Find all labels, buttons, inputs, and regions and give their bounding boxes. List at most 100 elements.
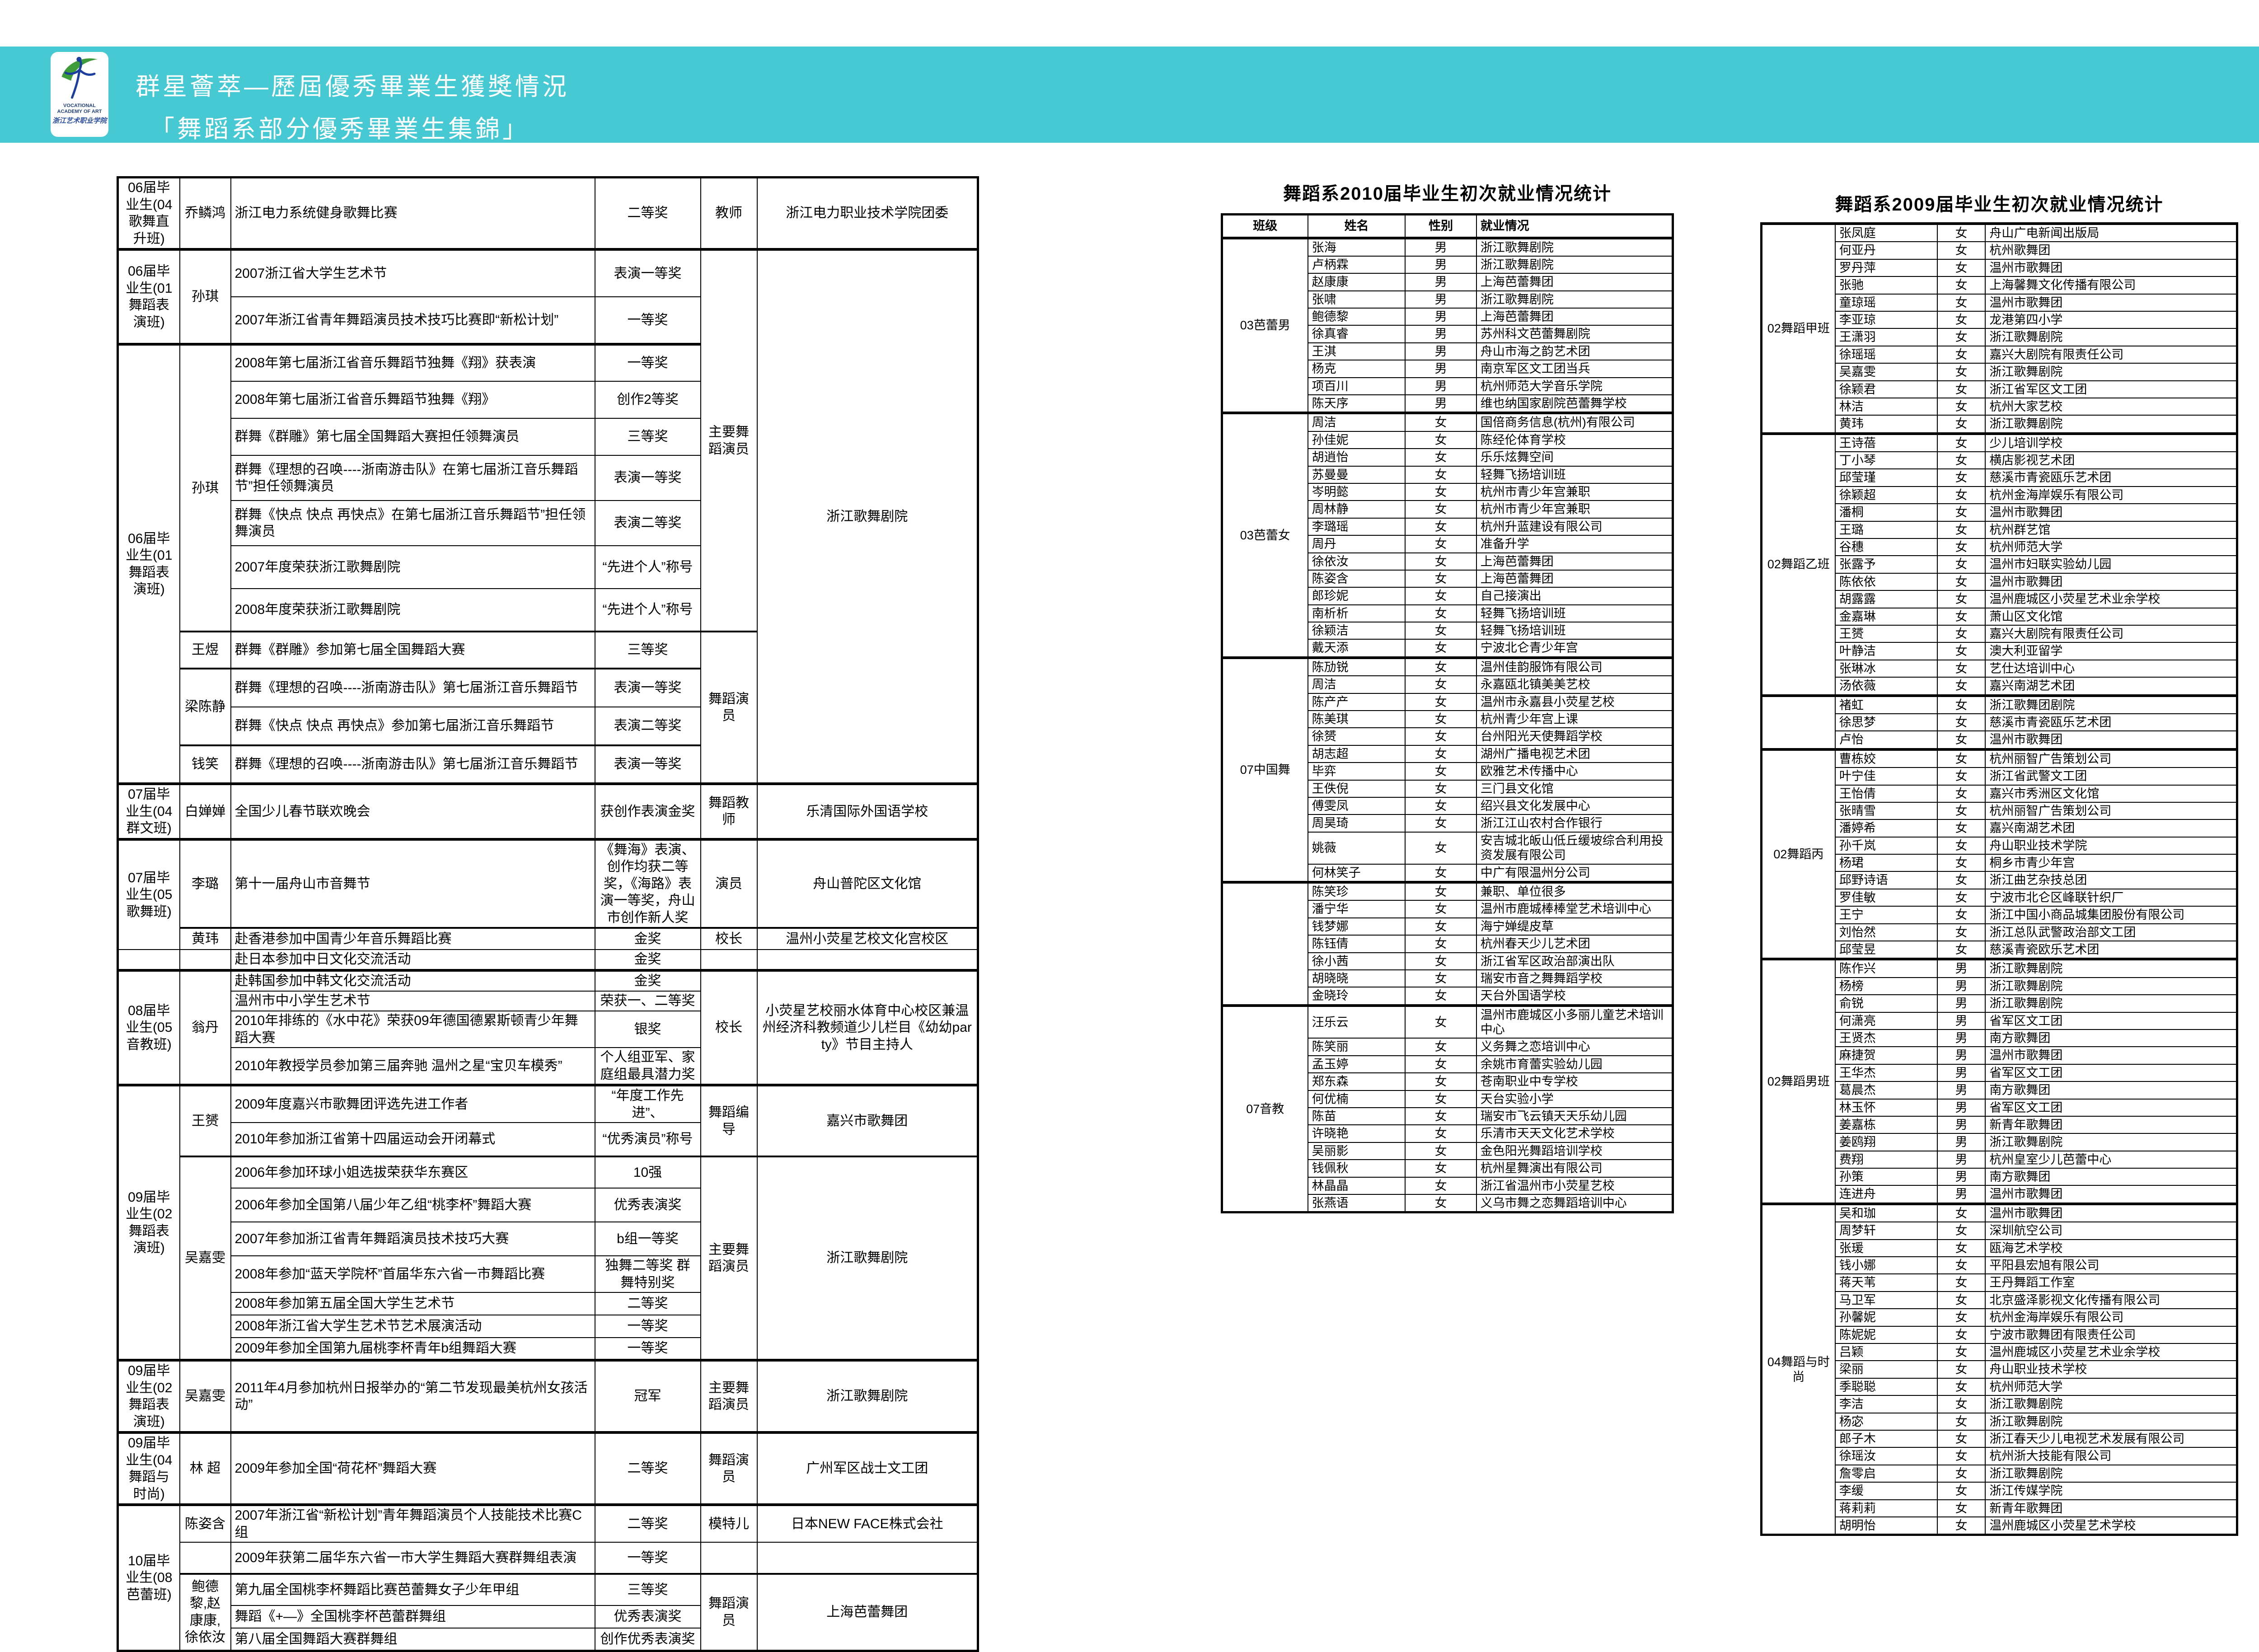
award-cell: 二等奖	[594, 1431, 701, 1505]
achievement-cell: 群舞《快点 快点 再快点》参加第七届浙江音乐舞蹈节	[230, 707, 595, 746]
student-employment-cell: 浙江省军区文工团	[1985, 380, 2238, 398]
student-row: 马卫军女北京盛泽影视文化传播有限公司	[1762, 1291, 2238, 1310]
student-employment-cell: 义乌市舞之恋舞蹈培训中心	[1476, 1193, 1673, 1213]
student-sex-cell: 女	[1405, 431, 1477, 449]
student-employment-cell: 少儿培训学校	[1985, 432, 2238, 453]
student-employment-cell: 浙江歌舞剧院	[1985, 1412, 2238, 1431]
student-row: 卢怡女温州市歌舞团	[1762, 730, 2238, 750]
student-employment-cell: 宁波市歌舞团有限责任公司	[1985, 1325, 2238, 1344]
student-row: 张燕语女义乌市舞之恋舞蹈培训中心	[1222, 1193, 1673, 1213]
student-row: 王佚倪女三门县文化馆	[1222, 779, 1673, 798]
awards-table: 06届毕业生(04歌舞直升班) 乔鳞鸿 浙江电力系统健身歌舞比赛 二等奖 教师 浙江电力职…	[117, 176, 979, 1652]
student-employment-cell: 宁波市北仑区峰联针织厂	[1985, 888, 2238, 907]
student-name-cell: 傅雯凤	[1307, 796, 1406, 815]
name-cell: 孙琪	[179, 343, 231, 632]
student-sex-cell: 女	[1405, 1193, 1477, 1213]
student-name-cell: 王赟	[1834, 624, 1938, 643]
student-name-cell: 麻捷贺	[1834, 1046, 1938, 1065]
role-cell: 舞蹈教师	[700, 782, 758, 840]
student-employment-cell: 宁波北仑青少年宫	[1476, 639, 1673, 658]
name-cell	[179, 1542, 231, 1574]
student-row: 何优楠女天台实验小学	[1222, 1090, 1673, 1109]
student-row: 罗丹萍女温州市歌舞团	[1762, 258, 2238, 277]
student-employment-cell: 浙江歌舞剧院	[1985, 1464, 2238, 1483]
name-cell	[179, 949, 231, 971]
student-employment-cell: 陈经伦体育学校	[1476, 431, 1673, 449]
student-employment-cell: 浙江曲艺杂技总团	[1985, 871, 2238, 889]
student-row: 陈苗女瑞安市飞云镇天天乐幼儿园	[1222, 1107, 1673, 1126]
student-row: 周林静女杭州市青少年宫兼职	[1222, 500, 1673, 519]
student-employment-cell: 杭州浙大技能有限公司	[1985, 1447, 2238, 1465]
class-group-cell	[1761, 694, 1836, 750]
student-employment-cell: 浙江歌舞剧院	[1476, 236, 1673, 257]
student-sex-cell: 女	[1405, 517, 1477, 536]
class-cell: 09届毕业生(02舞蹈表演班)	[117, 1359, 180, 1433]
student-row: 周昊琦女浙江江山农村合作银行	[1222, 814, 1673, 833]
award-cell: 表演二等奖	[594, 707, 701, 746]
student-sex-cell: 女	[1405, 1004, 1477, 1039]
student-sex-cell: 女	[1405, 814, 1477, 833]
student-employment-cell: 杭州师范大学	[1985, 1377, 2238, 1396]
student-employment-cell: 嘉兴市秀洲区文化馆	[1985, 784, 2238, 803]
student-row: 葛晨杰男南方歌舞团	[1762, 1081, 2238, 1100]
class-group-cell: 02舞蹈丙	[1761, 748, 1836, 960]
student-sex-cell: 女	[1936, 222, 1986, 243]
achievement-cell: 2008年参加第五届全国大学生艺术节	[230, 1292, 595, 1315]
student-sex-cell: 女	[1936, 1343, 1986, 1362]
student-employment-cell: 准备升学	[1476, 535, 1673, 553]
student-employment-cell: 艺仕达培训中心	[1985, 659, 2238, 678]
student-employment-cell: 温州市歌舞团	[1985, 1185, 2238, 1204]
achievement-cell: 群舞《理想的召唤----浙南游击队》第七届浙江音乐舞蹈节	[230, 668, 595, 707]
student-row: 孙千岚女舟山职业技术学院	[1762, 836, 2238, 855]
student-sex-cell: 男	[1936, 1046, 1986, 1065]
student-sex-cell: 女	[1936, 819, 1986, 838]
student-row: 陈产产女温州市永嘉县小荧星艺校	[1222, 693, 1673, 711]
student-name-cell: 张驰	[1834, 276, 1938, 295]
student-employment-cell: 浙江歌舞剧院	[1985, 363, 2238, 381]
student-name-cell: 姜鸥翔	[1834, 1133, 1938, 1151]
student-sex-cell: 女	[1936, 241, 1986, 260]
student-name-cell: 梁丽	[1834, 1360, 1938, 1379]
employment-2010-title: 舞蹈系2010届毕业生初次就业情况统计	[1283, 184, 1612, 204]
student-employment-cell: 横店影视艺术团	[1985, 451, 2238, 470]
student-employment-cell: 杭州市青少年宫兼职	[1476, 482, 1673, 501]
page-title: 群星薈萃—歷屆優秀畢業生獲獎情況	[136, 73, 569, 100]
class-cell: 06届毕业生(01舞蹈表演班)	[117, 343, 180, 784]
student-sex-cell: 男	[1405, 255, 1477, 274]
student-row: 杨宓女浙江歌舞剧院	[1762, 1412, 2238, 1431]
student-row: 03芭蕾男 张海男浙江歌舞剧院	[1221, 236, 1673, 414]
role-cell: 模特儿	[700, 1503, 758, 1543]
student-employment-cell: 嘉兴大剧院有限责任公司	[1985, 345, 2238, 364]
student-name-cell: 鲍德黎	[1307, 308, 1406, 326]
student-sex-cell: 女	[1936, 1202, 1986, 1223]
student-row: 胡露露女温州鹿城区小荧星艺术业余学校	[1762, 590, 2238, 608]
student-row: 连进舟男温州市歌舞团	[1762, 1185, 2238, 1204]
achievement-cell: 第八届全国舞蹈大赛群舞组	[230, 1628, 595, 1651]
student-sex-cell: 女	[1405, 1124, 1477, 1143]
student-name-cell: 徐颖洁	[1307, 622, 1406, 640]
student-row: 张啸男浙江歌舞剧院	[1222, 290, 1673, 309]
student-name-cell: 孙策	[1834, 1168, 1938, 1186]
student-row: 周梦轩女深圳航空公司	[1762, 1221, 2238, 1240]
student-employment-cell: 台州阳光天使舞蹈学校	[1476, 727, 1673, 746]
employer-cell: 温州小荧星艺校文化宫校区	[756, 927, 979, 950]
student-employment-cell: 浙江中国小商品城集团股份有限公司	[1985, 906, 2238, 924]
employer-cell: 舟山普陀区文化馆	[756, 838, 979, 928]
student-name-cell: 潘婷希	[1834, 819, 1938, 838]
employer-cell: 乐清国际外国语学校	[756, 782, 979, 840]
student-employment-cell: 浙江歌舞剧院	[1985, 415, 2238, 434]
student-name-cell: 潘桐	[1834, 503, 1938, 522]
award-cell: 表演一等奖	[594, 248, 701, 297]
achievement-cell: 全国少儿春节联欢晚会	[230, 782, 595, 840]
class-cell: 07届毕业生(05歌舞班)	[117, 838, 180, 950]
student-sex-cell: 女	[1405, 1072, 1477, 1091]
student-name-cell: 陈姿含	[1307, 569, 1406, 588]
award-cell: 一等奖	[594, 343, 701, 382]
student-employment-cell: 舟山广电新闻出版局	[1985, 222, 2238, 243]
student-row: 胡志超女湖州广播电视艺术团	[1222, 744, 1673, 763]
student-row: 徐瑶汝女杭州浙大技能有限公司	[1762, 1447, 2238, 1465]
student-sex-cell: 女	[1405, 639, 1477, 658]
student-name-cell: 孙佳妮	[1307, 431, 1406, 449]
student-name-cell: 金嘉琳	[1834, 607, 1938, 626]
student-row: 02舞蹈男班 陈作兴男浙江歌舞剧院	[1761, 958, 2238, 1204]
